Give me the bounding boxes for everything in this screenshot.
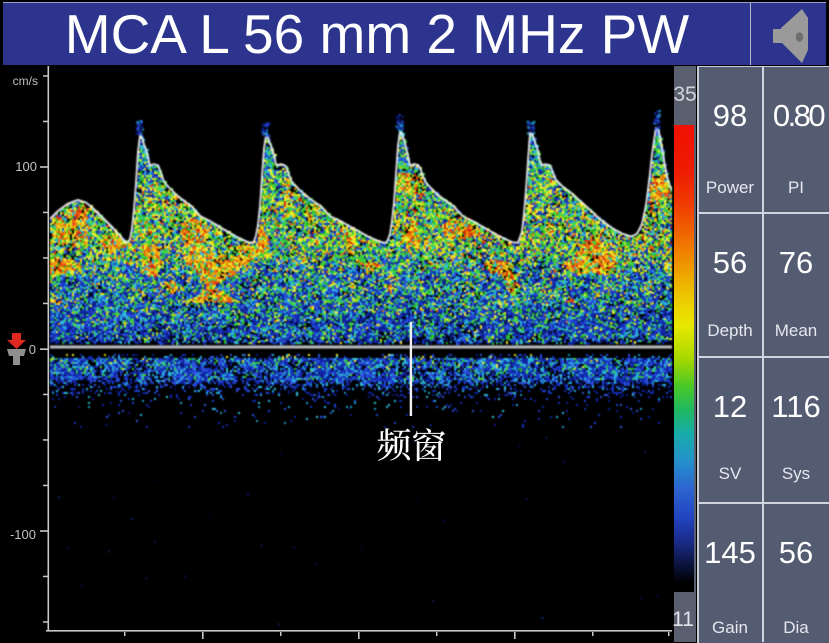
svg-text:cm/s: cm/s [13, 74, 38, 88]
svg-text:0: 0 [29, 342, 36, 357]
svg-text:100: 100 [15, 159, 37, 174]
svg-text:-100: -100 [10, 527, 36, 542]
